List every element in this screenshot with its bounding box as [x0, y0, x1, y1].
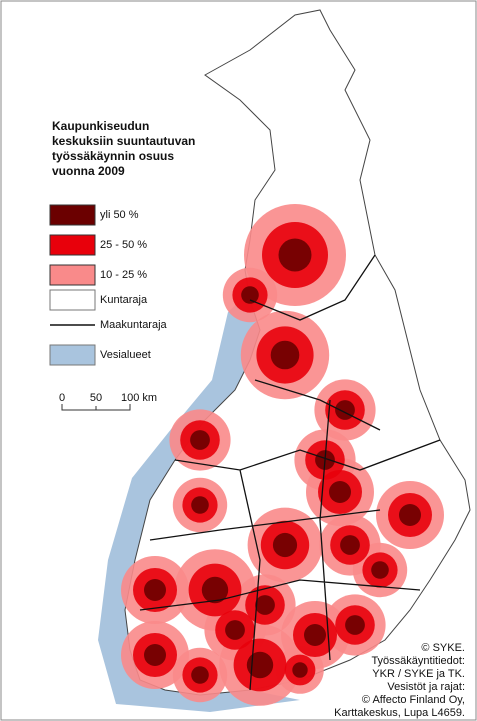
legend-label: Maakuntaraja — [100, 319, 168, 331]
commuting-area — [225, 620, 245, 640]
commuting-area — [335, 400, 355, 420]
commuting-area — [246, 651, 274, 679]
commuting-area — [371, 561, 389, 579]
scale-label: 100 km — [121, 392, 157, 404]
commuting-area — [278, 238, 312, 272]
credit: © SYKE. — [421, 642, 465, 654]
title-line: Kaupunkiseudun — [52, 119, 149, 133]
commuting-area — [292, 662, 308, 678]
commuting-area — [399, 504, 421, 526]
legend-swatch — [49, 204, 96, 226]
commuting-area — [191, 496, 209, 514]
commuting-area — [255, 595, 275, 615]
legend-swatch — [49, 289, 96, 311]
credit: © Affecto Finland Oy, — [362, 694, 465, 706]
credit: Vesistöt ja rajat: — [387, 681, 465, 693]
credit: YKR / SYKE ja TK. — [372, 668, 465, 680]
commuting-area — [304, 624, 326, 646]
commuting-area — [144, 644, 166, 666]
commuting-area — [272, 532, 298, 558]
scale-label: 50 — [90, 392, 102, 404]
commuting-area — [144, 579, 166, 601]
sea — [98, 280, 300, 712]
title-line: työssäkäynnin osuus — [52, 149, 174, 163]
legend-label: Vesialueet — [100, 349, 151, 361]
title-line: vuonna 2009 — [52, 164, 125, 178]
legend-label: 25 - 50 % — [100, 239, 147, 251]
commuting-area — [345, 615, 365, 635]
scale-bar — [61, 404, 131, 411]
commuting-area — [340, 535, 360, 555]
title-line: keskuksiin suuntautuvan — [52, 134, 195, 148]
scale-label: 0 — [59, 392, 65, 404]
legend-swatch — [49, 344, 96, 366]
region-borders — [139, 254, 441, 691]
legend-label: yli 50 % — [100, 209, 139, 221]
commuting-area — [241, 286, 259, 304]
legend-swatch — [49, 234, 96, 256]
credit: Työssäkäyntitiedot: — [371, 655, 465, 667]
legend-label: Kuntaraja — [100, 294, 148, 306]
commuting-area — [329, 481, 351, 503]
legend-swatch — [49, 264, 96, 286]
commuting-area — [201, 576, 229, 604]
credit: Karttakeskus, Lupa L4659. — [334, 707, 465, 719]
commuting-area — [190, 430, 210, 450]
legend-label: 10 - 25 % — [100, 269, 147, 281]
commuting-area — [191, 666, 209, 684]
commuting-areas — [121, 204, 444, 706]
commuting-area — [270, 340, 300, 370]
